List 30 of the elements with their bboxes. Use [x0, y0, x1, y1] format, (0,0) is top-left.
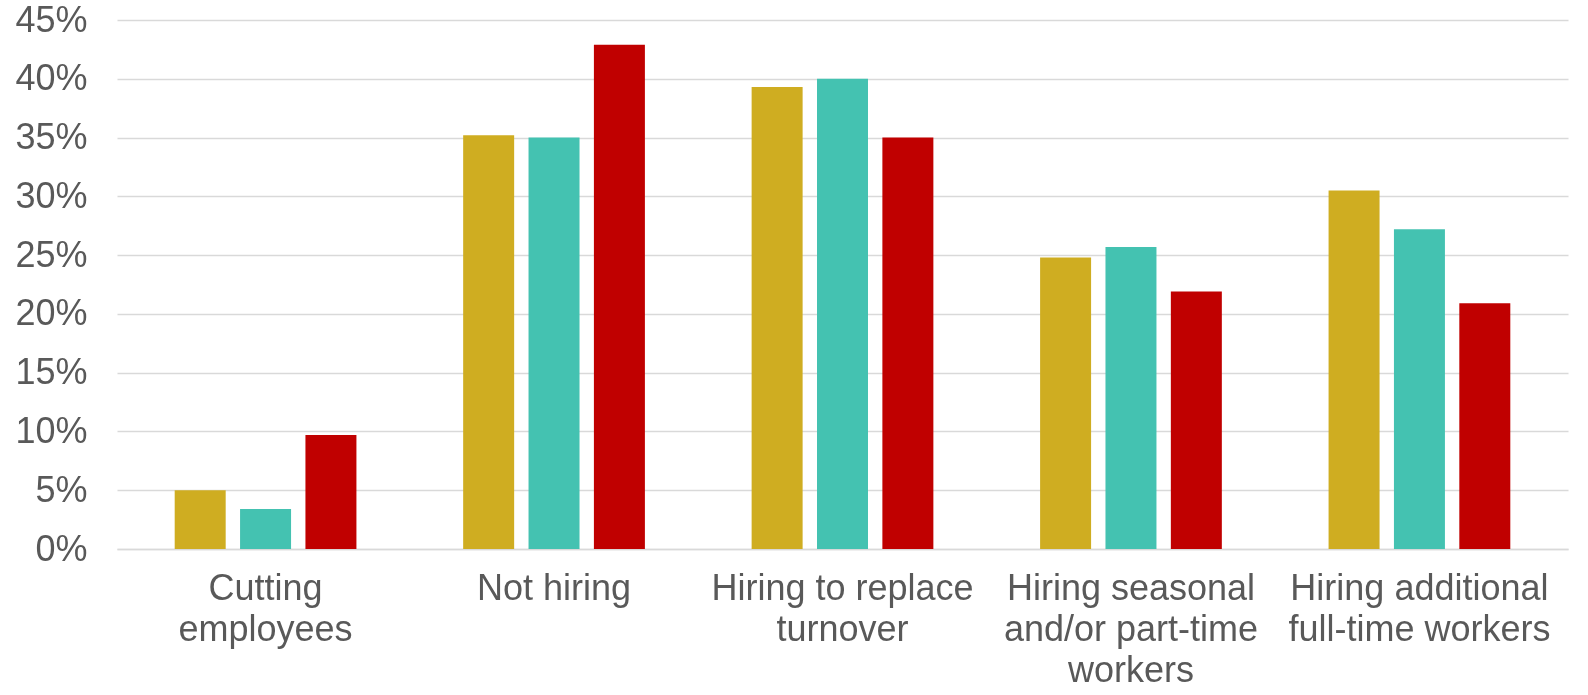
bar — [1105, 246, 1157, 549]
bar — [1040, 257, 1092, 549]
bar — [528, 137, 580, 549]
y-tick-label: 5% — [35, 468, 88, 510]
y-tick-label: 40% — [15, 57, 88, 99]
y-tick-label: 45% — [15, 0, 88, 40]
x-tick-label: Hiring additional full-time workers — [1288, 566, 1551, 649]
x-tick-label: Not hiring — [476, 566, 632, 608]
y-tick-label: 25% — [15, 233, 88, 275]
bar — [1328, 190, 1380, 549]
y-tick-label: 10% — [15, 409, 88, 451]
bar — [1393, 229, 1445, 549]
y-tick-label: 15% — [15, 351, 88, 393]
bar — [463, 135, 515, 549]
y-tick-label: 35% — [15, 116, 88, 158]
bar — [1170, 291, 1222, 549]
x-tick-label: Cutting employees — [178, 566, 353, 649]
bar — [817, 78, 868, 549]
bar — [305, 434, 357, 549]
y-tick-label: 30% — [15, 174, 88, 216]
bar — [1459, 303, 1511, 549]
y-tick-label: 20% — [15, 292, 88, 334]
bar — [593, 44, 645, 549]
bar — [240, 509, 292, 549]
x-tick-label: Hiring seasonal and/or part-time workers — [1003, 566, 1259, 690]
bar — [751, 87, 803, 549]
x-tick-label: Hiring to replace turnover — [711, 566, 974, 649]
y-tick-label: 0% — [35, 527, 88, 569]
bar — [882, 137, 934, 549]
bar — [174, 490, 226, 549]
